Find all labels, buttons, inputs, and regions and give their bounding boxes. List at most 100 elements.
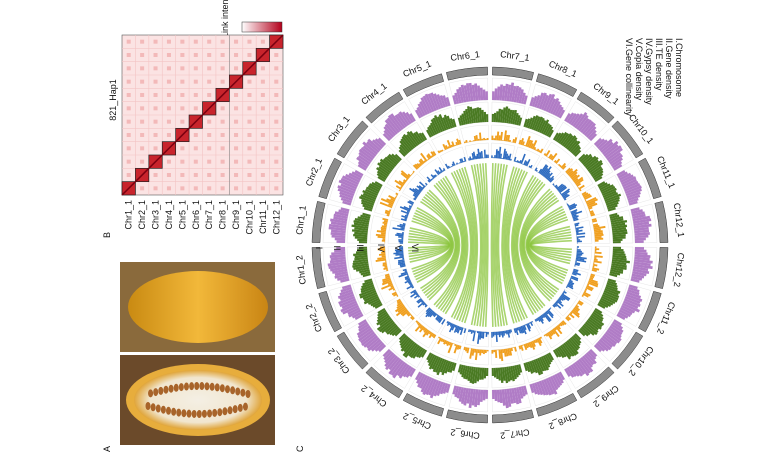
track-bar xyxy=(510,347,514,352)
track-bar xyxy=(583,353,595,366)
track-bar xyxy=(564,341,577,356)
track-bar xyxy=(367,185,380,193)
track-bar xyxy=(607,204,618,210)
track-bar xyxy=(588,316,603,328)
track-bar xyxy=(538,92,547,110)
track-ring xyxy=(418,307,446,333)
track-bar xyxy=(437,116,445,132)
track-bar xyxy=(546,126,554,137)
heatmap-cell xyxy=(260,159,265,164)
track-bar xyxy=(365,186,379,195)
track-bar xyxy=(517,326,522,334)
track-bar xyxy=(534,94,541,108)
seed xyxy=(217,408,223,417)
track-bar xyxy=(618,172,632,181)
seed xyxy=(199,382,205,391)
track-ring xyxy=(591,215,611,244)
track-bar xyxy=(518,364,523,373)
seed xyxy=(150,403,156,412)
track-bar xyxy=(377,311,388,320)
track-bar xyxy=(512,109,517,125)
track-bar xyxy=(634,229,650,234)
track-ring xyxy=(366,144,403,183)
heatmap-cell xyxy=(260,186,265,191)
track-bar xyxy=(552,100,561,116)
heatmap-cell xyxy=(234,93,239,97)
track-bar xyxy=(337,275,349,281)
track-bar xyxy=(371,139,383,150)
track-bar xyxy=(607,327,622,339)
track-bar xyxy=(569,278,572,281)
track-bar xyxy=(463,160,465,163)
track-bar xyxy=(506,366,511,382)
track-bar xyxy=(546,353,553,363)
track-bar xyxy=(484,331,486,333)
track-bar xyxy=(455,325,460,333)
track-bar xyxy=(634,251,648,256)
seed xyxy=(237,403,243,412)
track-bar xyxy=(380,197,394,205)
track-bar xyxy=(590,275,595,279)
track-bar xyxy=(353,222,369,227)
track-bar xyxy=(587,159,603,172)
track-bar xyxy=(556,300,564,307)
track-bar xyxy=(515,327,519,336)
track-bar xyxy=(394,304,405,313)
track-bar xyxy=(493,367,497,378)
track-bar xyxy=(572,113,584,128)
track-bar xyxy=(408,282,413,285)
track-bar xyxy=(360,146,375,159)
track-bar xyxy=(605,286,621,294)
track-bar xyxy=(552,349,559,358)
heatmap-cell xyxy=(234,173,239,177)
track-bar xyxy=(576,231,579,234)
track-bar xyxy=(382,276,391,282)
track-ring xyxy=(552,289,578,317)
track-bar xyxy=(512,347,515,349)
track-bar xyxy=(388,153,400,164)
track-ring xyxy=(491,346,520,366)
track-bar xyxy=(576,235,585,238)
track-bar xyxy=(523,160,527,166)
track-bar xyxy=(451,165,453,168)
track-ring xyxy=(352,174,383,212)
collinearity-link xyxy=(513,178,539,312)
track-bar xyxy=(374,342,385,352)
track-bar xyxy=(623,183,641,192)
track-bar xyxy=(611,321,624,330)
track-bar xyxy=(496,131,500,141)
track-bar xyxy=(575,226,576,228)
track-bar xyxy=(458,345,462,350)
track-bar xyxy=(605,196,620,204)
track-bar xyxy=(607,278,617,283)
track-bar xyxy=(545,172,551,179)
track-bar xyxy=(569,279,573,283)
heatmap-cell xyxy=(140,106,145,111)
track-bar xyxy=(591,313,603,323)
track-bar xyxy=(560,162,567,169)
track-bar xyxy=(520,386,526,397)
track-bar xyxy=(460,387,467,405)
track-bar xyxy=(378,344,387,353)
track-bar xyxy=(398,236,404,238)
heatmap-cell xyxy=(193,93,198,97)
track-bar xyxy=(469,156,472,161)
track-bar xyxy=(520,92,526,104)
collinearity-link xyxy=(416,207,455,283)
track-bar xyxy=(630,278,640,283)
track-bar xyxy=(584,289,587,293)
heatmap-cell xyxy=(247,39,252,44)
track-bar xyxy=(405,366,414,378)
track-bar xyxy=(358,246,368,250)
track-bar xyxy=(605,198,620,206)
track-bar xyxy=(465,365,470,380)
track-bar xyxy=(433,313,438,318)
track-bar xyxy=(379,316,392,327)
track-bar xyxy=(566,366,575,378)
track-bar xyxy=(334,273,349,279)
track-bar xyxy=(559,164,562,168)
track-bar xyxy=(434,169,440,176)
track-bar xyxy=(611,227,627,231)
track-bar xyxy=(467,366,472,382)
track-bar xyxy=(381,255,386,258)
